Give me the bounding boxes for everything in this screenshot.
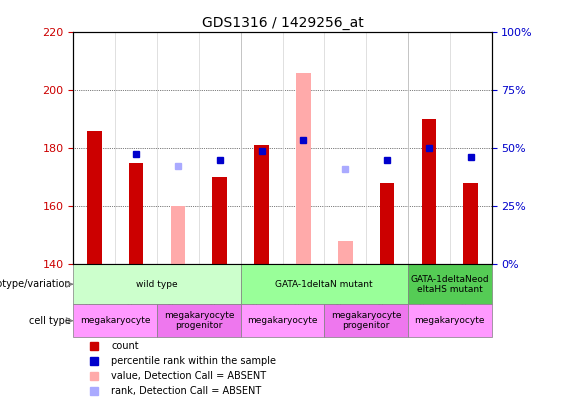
Text: wild type: wild type — [136, 280, 178, 289]
Text: megakaryocyte: megakaryocyte — [80, 316, 150, 325]
Bar — [463, 183, 478, 264]
Text: value, Detection Call = ABSENT: value, Detection Call = ABSENT — [111, 371, 266, 381]
FancyBboxPatch shape — [157, 304, 241, 337]
Bar — [421, 119, 436, 264]
Bar — [87, 131, 102, 264]
Text: megakaryocyte
progenitor: megakaryocyte progenitor — [164, 311, 234, 330]
Title: GDS1316 / 1429256_at: GDS1316 / 1429256_at — [202, 16, 363, 30]
FancyBboxPatch shape — [241, 264, 408, 304]
Bar — [296, 73, 311, 264]
Bar — [338, 241, 353, 264]
FancyBboxPatch shape — [241, 304, 324, 337]
Text: GATA-1deltaNeod
eltaHS mutant: GATA-1deltaNeod eltaHS mutant — [410, 275, 489, 294]
Text: megakaryocyte: megakaryocyte — [247, 316, 318, 325]
Bar — [171, 207, 185, 264]
Bar — [129, 163, 144, 264]
Text: GATA-1deltaN mutant: GATA-1deltaN mutant — [276, 280, 373, 289]
FancyBboxPatch shape — [73, 304, 157, 337]
FancyBboxPatch shape — [408, 264, 492, 304]
Bar — [212, 177, 227, 264]
FancyBboxPatch shape — [408, 304, 492, 337]
Text: rank, Detection Call = ABSENT: rank, Detection Call = ABSENT — [111, 386, 262, 396]
Text: count: count — [111, 341, 138, 351]
FancyBboxPatch shape — [324, 304, 408, 337]
Bar — [254, 145, 269, 264]
Text: megakaryocyte: megakaryocyte — [415, 316, 485, 325]
Text: megakaryocyte
progenitor: megakaryocyte progenitor — [331, 311, 401, 330]
Text: percentile rank within the sample: percentile rank within the sample — [111, 356, 276, 366]
FancyBboxPatch shape — [73, 264, 241, 304]
Bar — [380, 183, 394, 264]
Text: cell type: cell type — [29, 315, 71, 326]
Text: genotype/variation: genotype/variation — [0, 279, 71, 289]
